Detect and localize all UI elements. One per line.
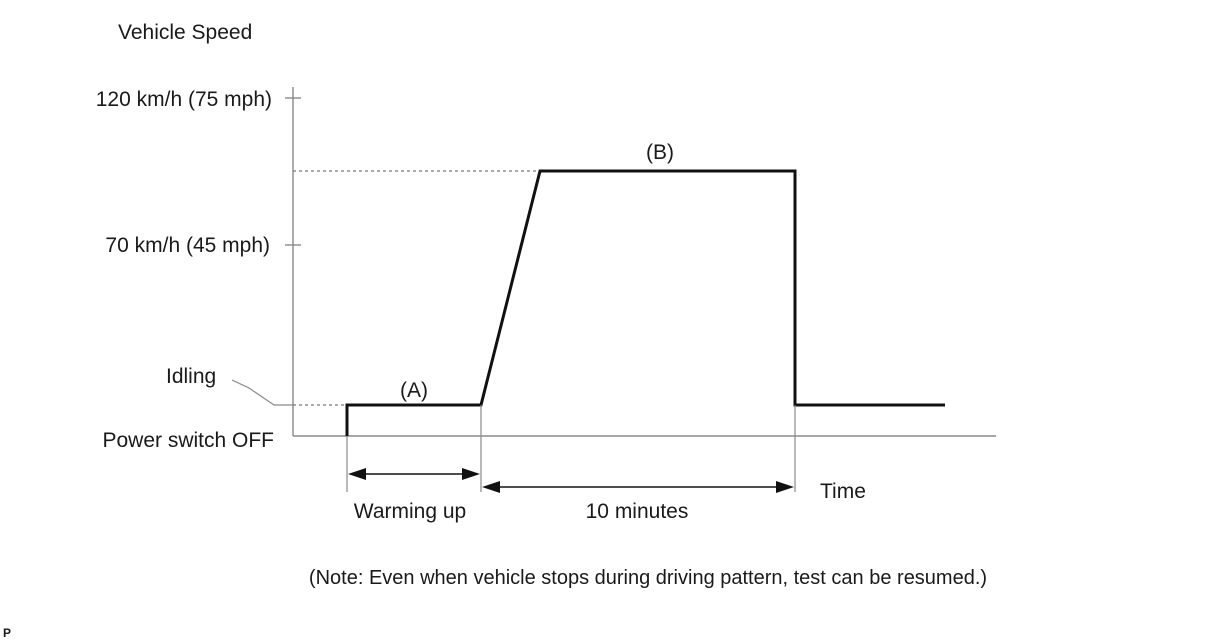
warmup-arrow-left — [348, 468, 366, 480]
corner-mark: P — [3, 626, 11, 640]
label-power-switch-off: Power switch OFF — [102, 429, 274, 452]
label-70-kmh: 70 km/h (45 mph) — [105, 234, 270, 257]
label-120-kmh: 120 km/h (75 mph) — [96, 88, 272, 111]
segment-a-label: (A) — [400, 379, 428, 402]
cruise-arrow-right — [776, 481, 794, 493]
cruise-arrow-left — [482, 481, 500, 493]
ten-minutes-label: 10 minutes — [586, 500, 689, 523]
label-idling: Idling — [166, 365, 216, 388]
speed-profile-line — [345, 169, 945, 436]
segment-b-label: (B) — [646, 141, 674, 164]
warmup-arrow-right — [462, 468, 480, 480]
warming-up-label: Warming up — [354, 500, 466, 523]
idling-leader — [231, 379, 293, 406]
footnote: (Note: Even when vehicle stops during dr… — [309, 567, 987, 589]
y-axis-title: Vehicle Speed — [118, 21, 252, 44]
x-axis-title: Time — [820, 480, 866, 503]
